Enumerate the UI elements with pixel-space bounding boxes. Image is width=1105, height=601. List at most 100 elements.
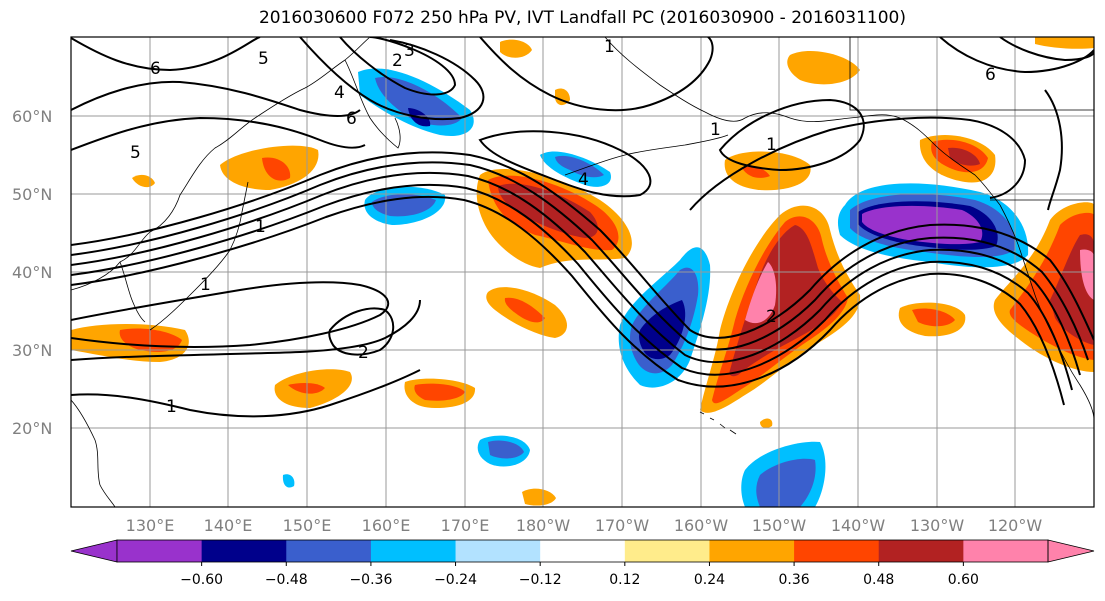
contour-label: 4 — [578, 170, 589, 190]
contour-line — [71, 369, 421, 418]
colorbar-tick-label: −0.48 — [265, 572, 308, 588]
lon-label: 150°E — [283, 516, 332, 535]
contour-line — [71, 161, 1089, 361]
contour-label: 6 — [985, 65, 996, 85]
alaska-coastline — [604, 37, 1001, 206]
china-coastline — [71, 399, 116, 507]
colorbar-swatch — [455, 540, 541, 562]
positive-anomaly-region — [132, 174, 155, 188]
contour-label: 2 — [358, 343, 369, 363]
lon-label: 120°W — [988, 516, 1043, 535]
positive-anomaly-region — [912, 308, 955, 327]
contour-line — [71, 299, 421, 361]
colorbar-extend-high — [1047, 539, 1095, 563]
contour-line — [339, 37, 457, 96]
lon-label: 160°E — [362, 516, 411, 535]
contour-label: 1 — [710, 120, 721, 140]
colorbar-tick-label: −0.36 — [349, 572, 392, 588]
positive-anomaly-region — [745, 262, 777, 324]
contour-label: 2 — [392, 51, 403, 71]
gridlines — [71, 37, 1094, 507]
colorbar-tick-label: 0.36 — [779, 572, 810, 588]
contour-line — [479, 37, 714, 112]
lon-label: 170°W — [595, 516, 650, 535]
contour-line — [71, 37, 261, 72]
positive-anomaly-region — [414, 383, 465, 401]
lat-label: 20°N — [12, 419, 52, 438]
contour-label: 5 — [130, 143, 141, 163]
lat-label: 30°N — [12, 341, 52, 360]
ivt-contours — [71, 37, 1094, 418]
contour-line — [689, 116, 1027, 211]
colorbar-tick-label: −0.60 — [180, 572, 223, 588]
colorbar-swatch — [540, 540, 626, 562]
positive-anomaly-region — [504, 297, 545, 323]
positive-anomaly-region — [1035, 37, 1094, 49]
colorbar-swatch — [709, 540, 795, 562]
contour-label: 1 — [166, 397, 177, 417]
lon-label: 170°E — [441, 516, 490, 535]
korea-coastline — [119, 261, 146, 323]
contour-label: 1 — [200, 275, 211, 295]
map-title: 2016030600 F072 250 hPa PV, IVT Landfall… — [258, 8, 906, 28]
lon-label: 160°W — [674, 516, 729, 535]
colorbar-swatch — [286, 540, 372, 562]
colorbar-swatch — [370, 540, 457, 562]
colorbar: −0.60 −0.48 −0.36 −0.24 −0.12 0.12 0.24 0.36 0.4… — [70, 539, 1095, 588]
positive-anomaly-region — [787, 50, 860, 85]
colorbar-swatch — [963, 540, 1049, 562]
lon-label: 140°E — [204, 516, 253, 535]
contour-label: 6 — [346, 109, 357, 129]
lon-label: 130°E — [126, 516, 175, 535]
contour-line — [71, 151, 1094, 341]
lat-axis: 60°N 50°N 40°N 30°N 20°N — [12, 107, 52, 438]
contour-line — [71, 80, 361, 117]
contour-line — [71, 281, 390, 349]
contour-line — [328, 307, 395, 356]
lon-label: 130°W — [910, 516, 965, 535]
contour-line — [71, 183, 1073, 391]
colorbar-tick-label: 0.60 — [948, 572, 979, 588]
negative-anomaly-region — [375, 77, 462, 126]
colorbar-swatch — [201, 540, 287, 562]
contour-line — [71, 171, 1081, 376]
colorbar-tick-label: 0.12 — [609, 572, 640, 588]
contour-line — [718, 98, 865, 172]
aleutian-chain — [564, 134, 729, 176]
colorbar-swatch — [117, 540, 203, 562]
contour-label: 2 — [766, 307, 777, 327]
positive-anomaly-region — [742, 166, 770, 178]
contour-line — [999, 37, 1094, 62]
positive-anomaly-region — [522, 488, 556, 506]
contour-label: 5 — [258, 49, 269, 69]
negative-anomaly-region — [756, 458, 816, 507]
contour-label: 6 — [150, 59, 161, 79]
colorbar-border — [116, 539, 1049, 563]
hawaii-islands — [699, 411, 737, 435]
contour-line — [478, 130, 652, 198]
colorbar-swatch — [794, 540, 880, 562]
contour-label: 1 — [255, 217, 266, 237]
negative-anomaly-region — [282, 474, 295, 488]
lon-label: 150°W — [752, 516, 807, 535]
lon-label: 140°W — [831, 516, 886, 535]
negative-anomaly-region — [488, 440, 524, 459]
negative-anomaly-region — [555, 155, 604, 178]
colorbar-swatch — [878, 540, 964, 562]
colorbar-swatch — [624, 540, 710, 562]
positive-anomaly-region — [1080, 249, 1094, 300]
colorbar-tick-label: 0.48 — [863, 572, 894, 588]
contour-label: 1 — [604, 37, 615, 57]
lat-label: 60°N — [12, 107, 52, 126]
colorbar-tick-label: 0.24 — [694, 572, 725, 588]
positive-anomaly-region — [724, 151, 811, 191]
positive-anomaly-region — [729, 225, 842, 377]
positive-anomaly-region — [498, 183, 598, 238]
lat-label: 40°N — [12, 263, 52, 282]
lon-label: 180°W — [516, 516, 571, 535]
contour-line — [1044, 89, 1063, 211]
contour-label: 1 — [766, 135, 777, 155]
contour-line — [71, 116, 366, 151]
positive-anomaly-region — [948, 147, 980, 166]
